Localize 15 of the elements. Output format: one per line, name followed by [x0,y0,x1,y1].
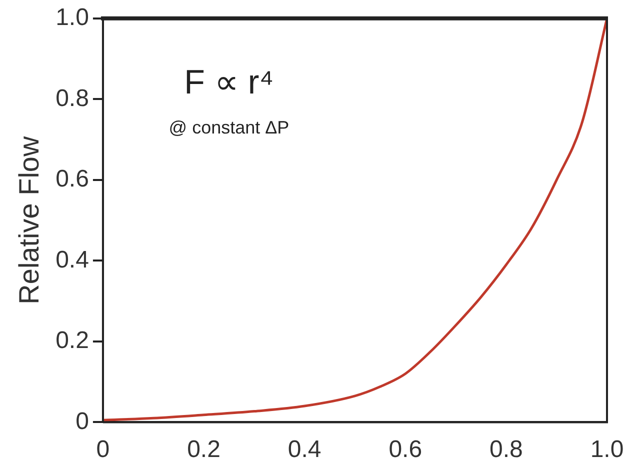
y-tick-label: 1.0 [56,4,89,32]
y-tick-label: 0 [76,408,89,435]
y-tick-label: 0.2 [56,327,89,354]
y-tick-label: 0.6 [56,166,89,193]
y-axis-title: Relative Flow [14,135,45,304]
x-tick-label: 0.6 [388,436,422,464]
annotation: @ constant ΔP [168,117,290,138]
y-tick-label: 0.8 [56,84,89,112]
x-tick-label: 0 [96,436,110,464]
x-tick-label: 0.2 [187,436,220,464]
x-tick-label: 1.0 [590,436,624,464]
y-tick-label: 0.4 [56,246,89,274]
annotation: F ∝ r⁴ [184,63,274,102]
x-tick-label: 0.8 [490,436,523,464]
x-tick-label: 0.4 [288,436,322,464]
